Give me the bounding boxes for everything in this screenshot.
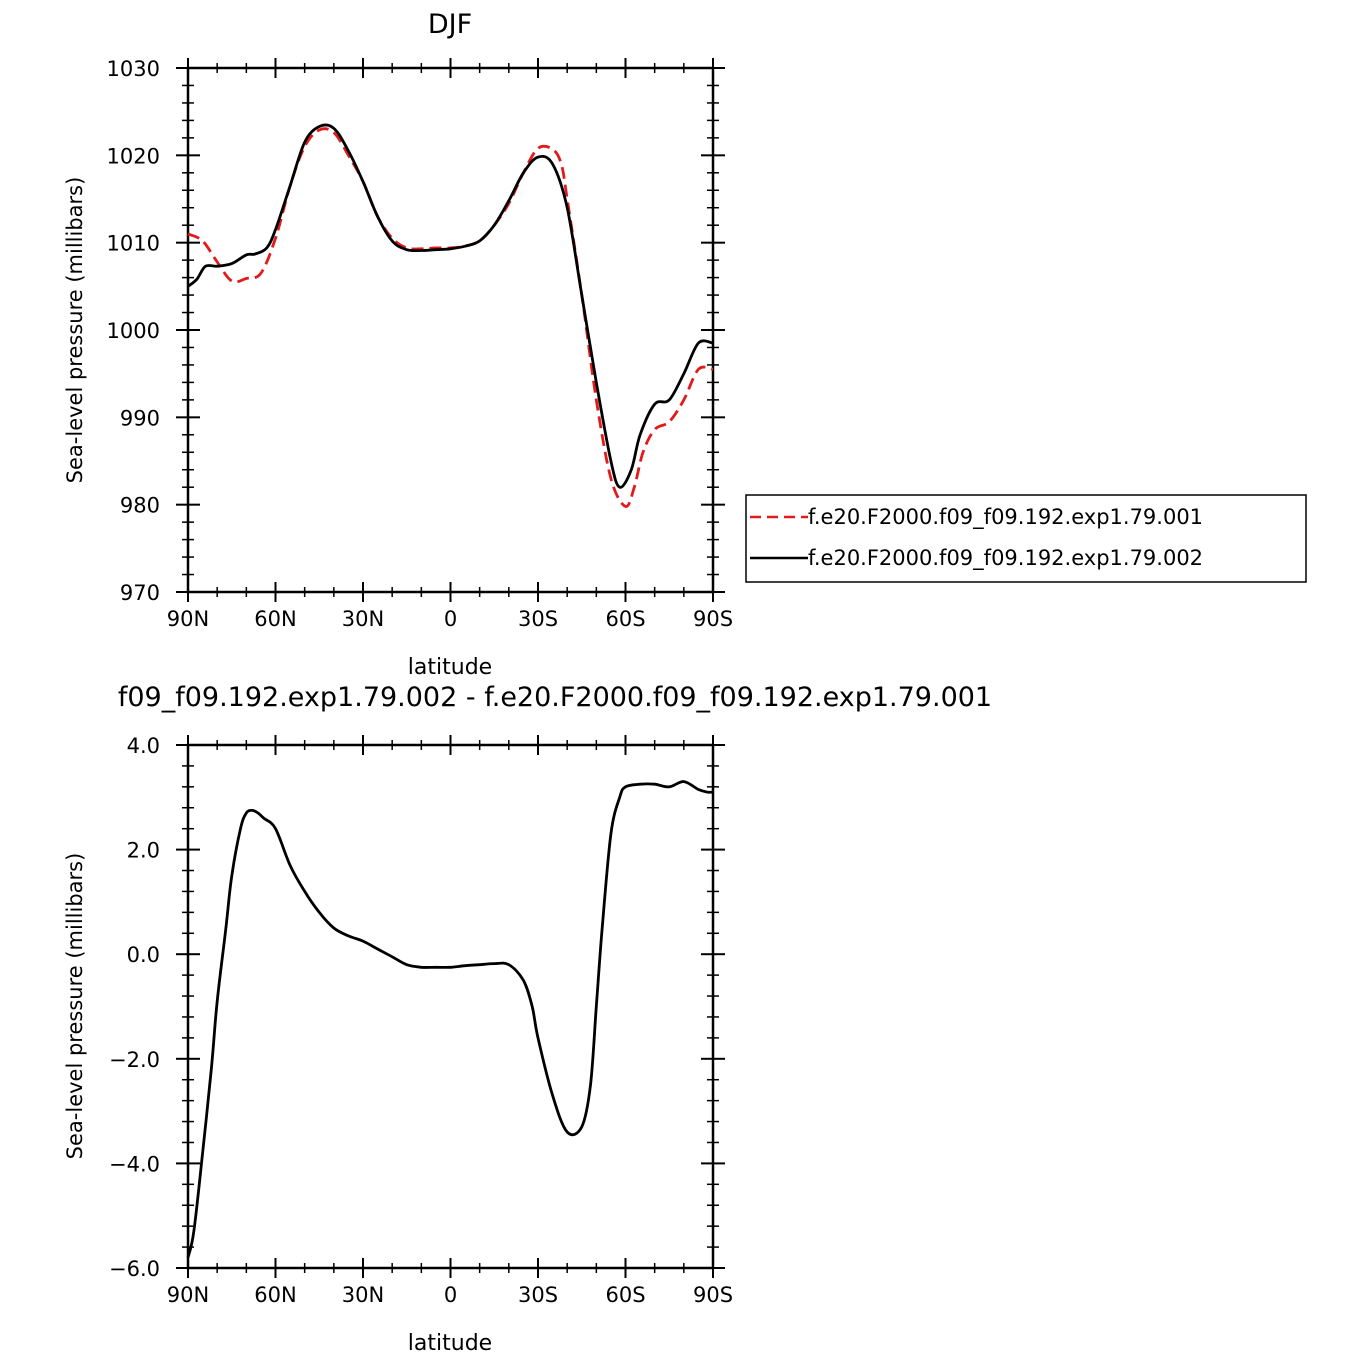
y-tick-label: −2.0 [109, 1048, 160, 1072]
y-tick-label: 1000 [107, 319, 160, 343]
y-axis-label: Sea-level pressure (millibars) [63, 177, 87, 484]
plot-frame [186, 66, 715, 594]
y-tick-label: 2.0 [127, 839, 160, 863]
x-tick-label: 60S [605, 607, 645, 631]
y-tick-label: 0.0 [127, 943, 160, 967]
axis-ticks: 90N 60N 30N 0 30S 60S 90S −6.0 −4.0 −2.0 0.0 2.0 4.0 [109, 734, 733, 1307]
x-axis-label: latitude [408, 655, 492, 680]
y-tick-label: 1030 [107, 57, 160, 81]
axis-ticks: 90N 60N 30N 0 30S 60S 90S 970 980 990 1000 1010 1020… [107, 57, 733, 631]
chart-title: DJF [428, 9, 472, 40]
x-tick-label: 0 [444, 1283, 457, 1307]
x-tick-label: 60S [605, 1283, 645, 1307]
y-tick-label: 980 [120, 494, 160, 518]
x-tick-label: 90S [693, 1283, 733, 1307]
y-tick-label: 970 [120, 581, 160, 605]
series-lines [187, 123, 714, 508]
legend-label-series-1: f.e20.F2000.f09_f09.192.exp1.79.001 [808, 505, 1203, 530]
y-tick-label: 1010 [107, 232, 160, 256]
x-tick-label: 60N [254, 607, 296, 631]
x-tick-label: 90S [693, 607, 733, 631]
y-tick-label: −4.0 [109, 1152, 160, 1176]
y-tick-label: 990 [120, 406, 160, 430]
panel-difference: f09_f09.192.exp1.79.002 - f.e20.F2000.f0… [63, 682, 992, 1356]
y-tick-label: 1020 [107, 144, 160, 168]
x-tick-label: 30N [342, 1283, 384, 1307]
x-tick-label: 30S [518, 1283, 558, 1307]
series-lines [186, 780, 714, 1258]
series-line-2 [187, 123, 714, 489]
x-tick-label: 30S [518, 607, 558, 631]
chart-title: f09_f09.192.exp1.79.002 - f.e20.F2000.f0… [118, 682, 992, 713]
x-axis-label: latitude [408, 1331, 492, 1356]
y-tick-label: −6.0 [109, 1257, 160, 1281]
series-line-1 [187, 127, 714, 508]
panel-djf: DJF 90N 60N 30N 0 30S 60S 90S 970 980 990 1000 1010… [63, 9, 1307, 680]
legend-box [745, 494, 1307, 583]
x-tick-label: 0 [444, 607, 457, 631]
x-tick-label: 90N [167, 1283, 209, 1307]
legend-label-series-2: f.e20.F2000.f09_f09.192.exp1.79.002 [808, 546, 1203, 571]
y-axis-label: Sea-level pressure (millibars) [63, 853, 87, 1160]
x-tick-label: 30N [342, 607, 384, 631]
series-line-1 [186, 780, 714, 1258]
x-tick-label: 60N [254, 1283, 296, 1307]
plot-frame [186, 743, 715, 1270]
y-tick-label: 4.0 [127, 734, 160, 758]
legend: f.e20.F2000.f09_f09.192.exp1.79.001 f.e2… [745, 494, 1307, 583]
x-tick-label: 90N [167, 607, 209, 631]
